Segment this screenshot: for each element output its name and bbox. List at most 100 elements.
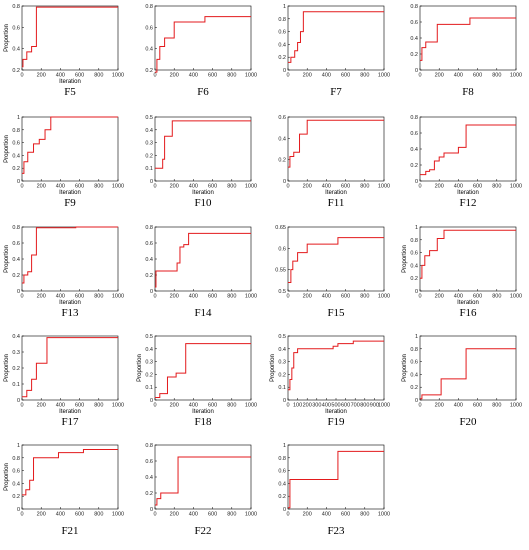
x-tick-label: 200 [37,512,46,518]
series-line [288,450,384,509]
x-tick-label: 400 [322,294,331,300]
series-line [22,6,118,68]
x-tick-label: 1000 [378,184,390,190]
series-line [22,337,118,398]
y-tick-label: 0 [415,398,418,404]
y-axis-label: Proportion [402,245,408,273]
x-tick-label: 600 [75,403,84,409]
y-tick-label: 0.6 [278,30,286,36]
x-tick-label: 600 [75,512,84,518]
y-tick-label: 0.6 [145,459,153,465]
series-line [420,348,516,400]
chart-panel-f19: 0 100 200 300 400 500 600 700 800 900 1000 0 0.1 0.2 0… [266,330,394,436]
y-tick-label: 0 [150,179,153,185]
x-tick-label: 800 [227,403,236,409]
x-axis-label: Iteration [59,190,81,196]
x-tick-label: 400 [56,512,65,518]
y-axis-label: Proportion [4,24,10,52]
panel-label: F23 [327,525,345,537]
chart-panel-f7: 0 200 400 600 800 1000 0 0.2 0.4 0.6 0.8 1 F7 [266,0,394,106]
y-tick-label: 0 [283,68,286,74]
chart-svg: 0 200 400 600 800 1000 0.2 0.4 0.6 0.8 [145,4,257,79]
x-tick-label: 0 [153,184,156,190]
plot-area [419,335,517,401]
x-tick-label: 800 [492,403,501,409]
plot-area [21,116,119,182]
series-line [155,232,251,288]
chart-svg: 0 200 400 600 800 1000 0 0.2 0.4 0.6 0.8 [410,4,522,79]
chart-svg: 0 200 400 600 800 1000 0 0.2 0.4 0.6 Iteration [278,115,390,196]
chart-panel-f17: 0 200 400 600 800 1000 0 0.1 0.2 0.3 0.4 Iteration P… [0,330,128,436]
panel-label: F5 [64,86,76,98]
plot-area [419,5,517,71]
panel-label: F6 [197,86,209,98]
y-tick-label: 1 [415,334,418,340]
x-tick-label: 200 [435,184,444,190]
x-tick-label: 800 [360,73,369,79]
y-tick-label: 0 [283,179,286,185]
x-tick-label: 600 [75,73,84,79]
x-tick-label: 800 [94,294,103,300]
chart-panel-f18: 0 200 400 600 800 1000 0 0.1 0.2 0.3 0.4 0.5 Iterati… [133,330,261,436]
x-tick-label: 600 [75,184,84,190]
y-tick-label: 0.5 [145,334,153,340]
x-tick-label: 200 [170,403,179,409]
x-tick-label: 200 [303,403,312,409]
chart-svg: 0 200 400 600 800 1000 0 0.2 0.4 0.6 0.8 1 Proportio… [402,334,522,409]
x-tick-label: 1000 [245,403,257,409]
x-tick-label: 0 [286,294,289,300]
series-line [288,11,384,63]
y-tick-label: 0.4 [12,153,20,159]
panel-label: F7 [330,86,342,98]
y-tick-label: 0 [283,507,286,513]
x-tick-label: 800 [227,512,236,518]
x-tick-label: 1000 [510,73,522,79]
y-tick-label: 0.3 [145,141,153,147]
series-line [155,343,251,398]
x-tick-label: 400 [189,403,198,409]
chart-svg: 0 200 400 600 800 1000 0 0.2 0.4 0.6 0.8 1 [278,4,390,79]
x-tick-label: 0 [20,403,23,409]
x-tick-label: 1000 [510,294,522,300]
x-tick-label: 400 [454,184,463,190]
series-line [22,116,118,174]
y-tick-label: 0.2 [145,491,153,497]
chart-panel-f9: 0 200 400 600 800 1000 0 0.2 0.4 0.6 0.8 1 Iteration… [0,111,128,217]
y-tick-label: 0.5 [278,289,286,295]
plot-area [21,226,119,292]
x-tick-label: 600 [473,294,482,300]
x-tick-label: 400 [56,294,65,300]
x-tick-label: 1000 [112,512,124,518]
x-tick-label: 800 [94,512,103,518]
y-tick-label: 0.8 [410,4,418,10]
series-line [288,119,384,168]
y-tick-label: 0.6 [145,25,153,31]
x-tick-label: 200 [170,184,179,190]
x-tick-label: 600 [473,73,482,79]
x-tick-label: 400 [454,403,463,409]
y-tick-label: 0.6 [278,246,286,252]
y-tick-label: 0.6 [278,115,286,121]
y-tick-label: 0.2 [278,55,286,61]
x-tick-label: 600 [208,73,217,79]
plot-area [287,335,385,401]
y-tick-label: 0.4 [410,147,418,153]
series-line [22,226,118,284]
x-tick-label: 200 [303,512,312,518]
y-tick-label: 0.1 [145,166,153,172]
x-axis-label: Iteration [325,190,347,196]
x-tick-label: 1000 [510,184,522,190]
y-tick-label: 0.6 [410,251,418,257]
x-tick-label: 200 [37,73,46,79]
y-tick-label: 0.8 [12,4,20,10]
panel-label: F14 [194,307,212,319]
y-tick-label: 0.55 [275,268,286,274]
x-tick-label: 200 [170,294,179,300]
series-line [155,16,251,73]
x-tick-label: 800 [227,184,236,190]
y-tick-label: 0.6 [145,241,153,247]
y-tick-label: 1 [283,443,286,449]
y-tick-label: 0.5 [278,334,286,340]
y-axis-label: Proportion [4,135,10,163]
y-tick-label: 0 [150,398,153,404]
